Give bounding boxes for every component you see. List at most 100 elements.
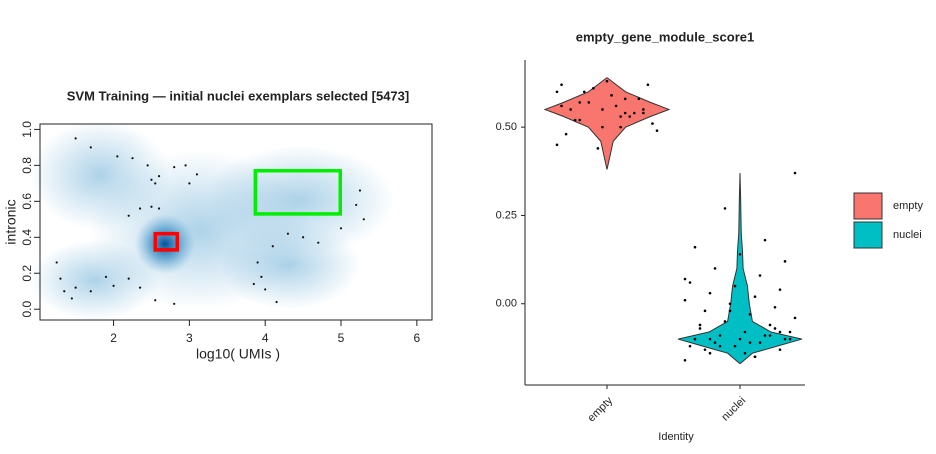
y-tick-label: 0.6 (20, 193, 34, 210)
jitter-point (703, 348, 707, 351)
point (256, 261, 259, 264)
point (138, 286, 142, 289)
jitter-point (743, 330, 747, 334)
legend-label: nuclei (893, 229, 922, 241)
y-tick-label: 0.00 (496, 298, 517, 310)
plot-frame (39, 123, 433, 321)
jitter-point (738, 337, 742, 341)
y-tick-label: 0.4 (20, 229, 34, 246)
jitter-point (723, 207, 727, 210)
jitter-point (733, 344, 737, 348)
jitter-point (683, 358, 687, 362)
jitter-point (605, 79, 609, 83)
jitter-point (651, 122, 654, 125)
y-tick-label: 0.8 (20, 157, 34, 174)
jitter-point (601, 125, 604, 129)
point (271, 245, 274, 248)
jitter-point (623, 97, 627, 101)
jitter-point (637, 97, 641, 101)
point (339, 227, 343, 230)
jitter-point (793, 171, 797, 175)
point (104, 275, 108, 278)
violin-half (607, 77, 669, 170)
jitter-point (610, 94, 613, 97)
jitter-point (753, 355, 757, 359)
point (89, 146, 92, 149)
jitter-point (578, 118, 582, 122)
point (127, 214, 130, 217)
jitter-point (632, 111, 636, 115)
point (89, 290, 92, 293)
point (362, 218, 365, 221)
jitter-point (619, 125, 622, 129)
jitter-point (778, 348, 782, 351)
point (275, 300, 278, 304)
jitter-point (688, 281, 692, 284)
x-tick-label: 2 (110, 331, 117, 345)
x-axis-label: log10( UMIs ) (196, 346, 280, 362)
jitter-point (728, 309, 732, 313)
point (173, 166, 176, 169)
point (127, 277, 130, 280)
point (157, 207, 161, 210)
jitter-point (758, 341, 762, 344)
point (150, 178, 153, 181)
jitter-point (698, 323, 702, 327)
y-axis-label: intronic (3, 199, 19, 244)
jitter-point (592, 86, 595, 90)
point (131, 157, 134, 160)
jitter-point (619, 115, 622, 118)
jitter-point (773, 305, 777, 309)
jitter-point (728, 302, 732, 306)
jitter-point (569, 108, 572, 111)
legend-swatch (853, 221, 883, 249)
jitter-point (783, 337, 787, 341)
region-box (153, 231, 179, 252)
jitter-point (733, 284, 737, 288)
jitter-point (758, 274, 762, 277)
point (195, 173, 199, 176)
point (173, 302, 176, 305)
region-box (253, 169, 343, 216)
jitter-point (655, 129, 659, 132)
point (74, 137, 77, 140)
jitter-point (778, 330, 782, 334)
jitter-point (628, 115, 632, 118)
jitter-point (748, 313, 752, 316)
point (150, 205, 153, 208)
jitter-point (768, 334, 772, 337)
jitter-point (753, 295, 757, 298)
violin-half (740, 173, 802, 364)
jitter-point (555, 90, 559, 94)
jitter-point (773, 327, 777, 330)
jitter-point (693, 337, 697, 341)
jitter-point (614, 104, 618, 108)
legend-swatch (853, 192, 883, 220)
jitter-point (708, 337, 712, 341)
jitter-point (778, 288, 782, 291)
jitter-point (703, 309, 707, 313)
jitter-point (564, 132, 568, 136)
jitter-point (642, 111, 645, 115)
jitter-point (718, 334, 722, 337)
jitter-point (642, 108, 645, 111)
point (146, 164, 149, 167)
jitter-point (555, 143, 559, 147)
legend-label: empty (893, 200, 923, 212)
jitter-point (783, 260, 787, 263)
chart-title: SVM Training — initial nuclei exemplars … (67, 88, 409, 103)
density-background (30, 120, 395, 320)
chart-title: empty_gene_module_score1 (576, 29, 754, 44)
jitter-point (748, 341, 752, 344)
violin-half (545, 77, 607, 170)
jitter-point (578, 101, 582, 104)
jitter-point (763, 238, 767, 242)
y-tick-label: 0.0 (20, 301, 34, 318)
violin-outline (739, 173, 803, 365)
point (252, 282, 255, 286)
jitter-point (763, 334, 767, 337)
jitter-point (683, 298, 687, 302)
point (260, 275, 263, 278)
violin-half (678, 173, 740, 364)
jitter-point (601, 108, 604, 111)
